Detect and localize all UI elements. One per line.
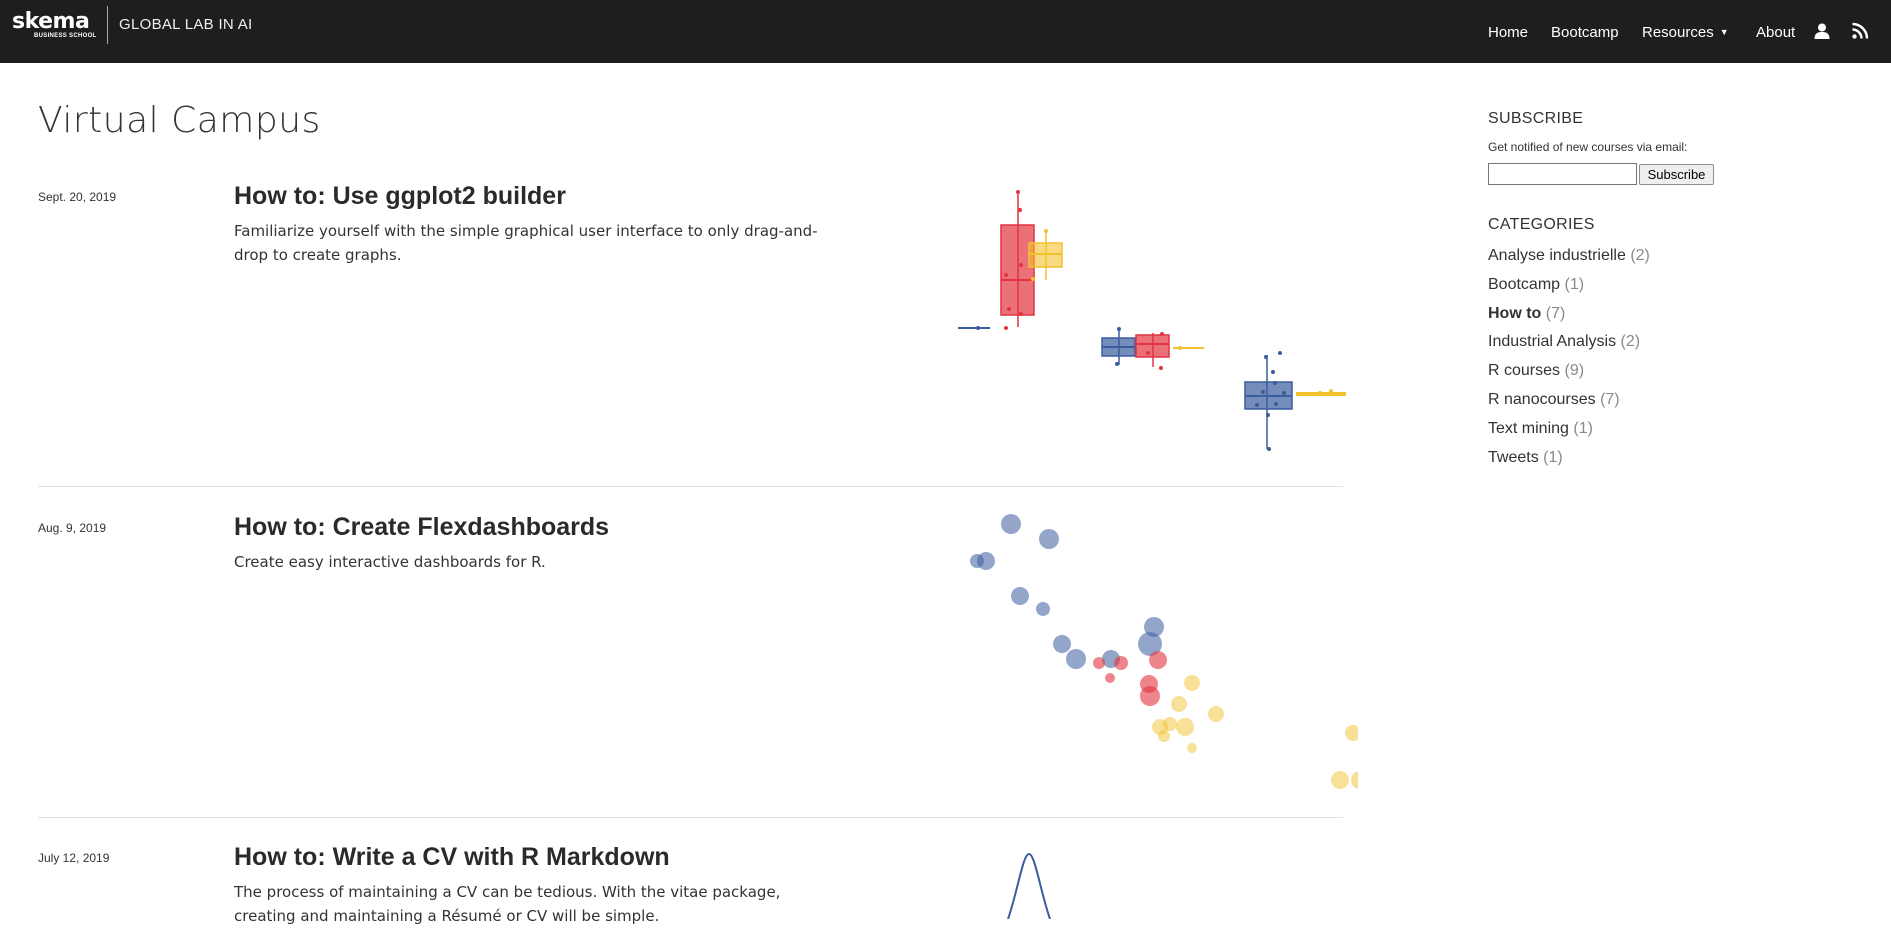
nav-resources-label: Resources [1642,24,1714,41]
category-name: Industrial Analysis [1488,333,1617,351]
category-name: R nanocourses [1488,390,1596,408]
category-name: Bootcamp [1488,275,1561,293]
categories-heading: CATEGORIES [1488,216,1595,233]
category-list: Analyse industrielle (2) Bootcamp (1) Ho… [1488,247,1650,477]
category-count: (7) [1600,390,1620,408]
site-title[interactable]: GLOBAL LAB IN AI [119,16,253,33]
nav-resources[interactable]: Resources ▼ [1642,24,1729,41]
email-input[interactable] [1488,163,1637,185]
post-title-link[interactable]: How to: Write a CV with R Markdown [234,843,670,871]
user-icon[interactable] [1813,22,1831,40]
nav-home[interactable]: Home [1488,24,1529,41]
post-divider [38,486,1343,487]
post-title-link[interactable]: How to: Use ggplot2 builder [234,182,566,210]
skema-logo[interactable]: skema BUSINESS SCHOOL [12,9,98,41]
post-thumbnail-bubble-chart[interactable] [908,508,1358,793]
logo-subtext: BUSINESS SCHOOL [34,33,97,39]
nav-about[interactable]: About [1756,24,1796,41]
post-description: The process of maintaining a CV can be t… [234,883,781,925]
post-divider [38,817,1343,818]
post-title-link[interactable]: How to: Create Flexdashboards [234,513,610,541]
subscribe-note: Get notified of new courses via email: [1488,140,1688,154]
category-name: Text mining [1488,419,1569,437]
category-count: (2) [1620,333,1641,351]
post-date: July 12, 2019 [38,851,110,865]
chevron-down-icon: ▼ [1719,27,1729,37]
logo-divider [107,6,108,44]
subscribe-button[interactable]: Subscribe [1639,164,1714,185]
subscribe-heading: SUBSCRIBE [1488,110,1584,127]
nav-bootcamp[interactable]: Bootcamp [1551,24,1619,41]
category-count: (1) [1543,448,1563,466]
category-count: (9) [1564,362,1585,380]
post-description: Familiarize yourself with the simple gra… [234,222,818,264]
post-thumbnail-boxplot[interactable] [908,185,1358,455]
category-count: (1) [1573,419,1593,437]
category-name: How to [1488,304,1542,322]
category-tweets[interactable]: Tweets (1) [1488,449,1650,478]
category-name: Analyse industrielle [1488,247,1626,264]
page-title: Virtual Campus [38,100,321,141]
category-how-to[interactable]: How to (7) [1488,305,1650,334]
category-count: (1) [1564,275,1585,293]
post-date: Sept. 20, 2019 [38,190,117,204]
category-analyse-industrielle[interactable]: Analyse industrielle (2) [1488,247,1650,276]
logo-wordmark: skema [12,9,90,34]
category-name: R courses [1488,362,1561,380]
top-navigation-bar: skema BUSINESS SCHOOL GLOBAL LAB IN AI H… [0,0,1891,63]
category-count: (7) [1545,304,1566,322]
rss-icon[interactable] [1851,22,1869,40]
post-thumbnail-density-curve[interactable] [908,850,1358,919]
post-date: Aug. 9, 2019 [38,521,107,535]
category-text-mining[interactable]: Text mining (1) [1488,420,1650,449]
category-industrial-analysis[interactable]: Industrial Analysis (2) [1488,333,1650,362]
category-r-nanocourses[interactable]: R nanocourses (7) [1488,391,1650,420]
post-description: Create easy interactive dashboards for R… [234,553,546,571]
category-count: (2) [1630,247,1650,264]
category-r-courses[interactable]: R courses (9) [1488,362,1650,391]
category-bootcamp[interactable]: Bootcamp (1) [1488,276,1650,305]
category-name: Tweets [1488,448,1539,466]
